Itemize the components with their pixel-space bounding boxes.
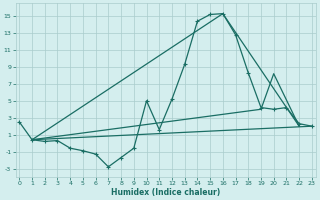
X-axis label: Humidex (Indice chaleur): Humidex (Indice chaleur) — [111, 188, 220, 197]
